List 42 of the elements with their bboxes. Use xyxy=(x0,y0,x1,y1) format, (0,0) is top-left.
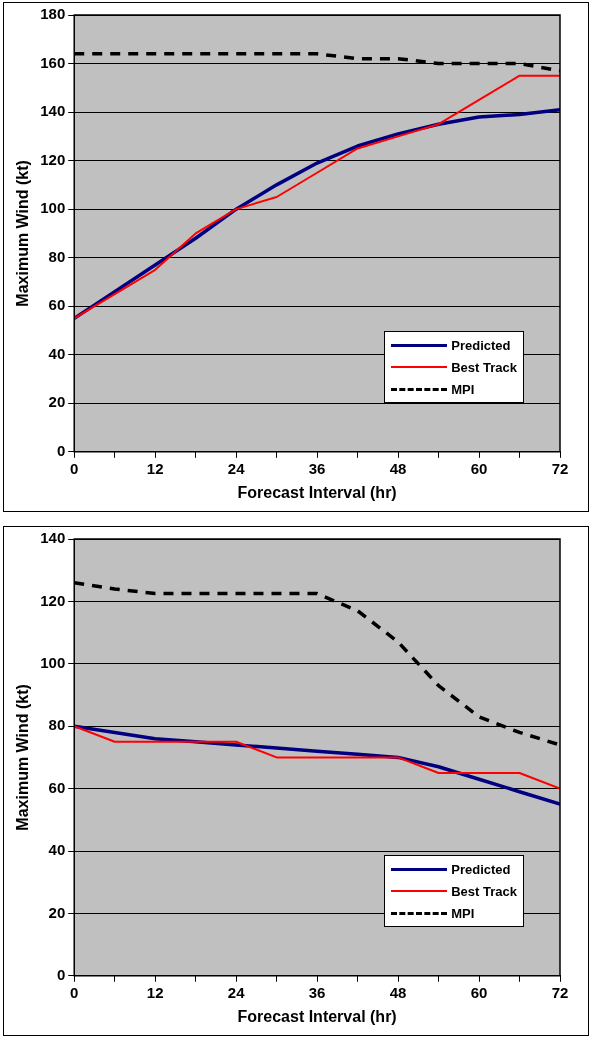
y-tick-label: 60 xyxy=(48,296,66,314)
y-tick-label: 80 xyxy=(48,247,66,265)
y-tick-label: 140 xyxy=(40,102,66,120)
y-tick-label: 100 xyxy=(40,653,66,671)
y-tick-label: 180 xyxy=(40,5,66,23)
legend-label: Best Track xyxy=(451,883,517,899)
y-tick-label: 160 xyxy=(40,53,66,71)
y-tick-label: 20 xyxy=(48,393,66,411)
x-tick-label: 24 xyxy=(227,459,246,477)
x-tick-label: 72 xyxy=(551,459,569,477)
x-tick-label: 60 xyxy=(470,983,488,1001)
legend-label: Predicted xyxy=(451,861,511,877)
legend-label: Best Track xyxy=(451,359,517,375)
y-axis-title: Maximum Wind (kt) xyxy=(14,160,32,307)
x-tick-label: 24 xyxy=(227,983,246,1001)
x-tick-label: 48 xyxy=(389,459,407,477)
legend-label: MPI xyxy=(451,381,475,397)
x-tick-label: 36 xyxy=(308,983,326,1001)
y-tick-label: 120 xyxy=(40,150,66,168)
y-tick-label: 60 xyxy=(48,778,66,796)
legend-label: MPI xyxy=(451,905,475,921)
x-tick-label: 36 xyxy=(308,459,326,477)
y-tick-label: 0 xyxy=(56,441,66,459)
x-tick-label: 12 xyxy=(146,983,164,1001)
y-tick-label: 20 xyxy=(48,903,66,921)
x-tick-label: 60 xyxy=(470,459,488,477)
legend-label: Predicted xyxy=(451,337,511,353)
y-tick-label: 140 xyxy=(40,529,66,547)
y-tick-label: 120 xyxy=(40,591,66,609)
y-tick-label: 80 xyxy=(48,716,66,734)
y-tick-label: 40 xyxy=(48,344,66,362)
x-tick-label: 48 xyxy=(389,983,407,1001)
x-tick-label: 72 xyxy=(551,983,569,1001)
y-tick-label: 0 xyxy=(56,965,66,983)
x-tick-label: 12 xyxy=(146,459,164,477)
y-tick-label: 100 xyxy=(40,199,66,217)
x-tick-label: 0 xyxy=(70,983,79,1001)
x-axis-title: Forecast Interval (hr) xyxy=(237,1007,397,1025)
y-axis-title: Maximum Wind (kt) xyxy=(14,684,32,831)
x-axis-title: Forecast Interval (hr) xyxy=(237,483,397,501)
y-tick-label: 40 xyxy=(48,841,66,859)
x-tick-label: 0 xyxy=(70,459,79,477)
